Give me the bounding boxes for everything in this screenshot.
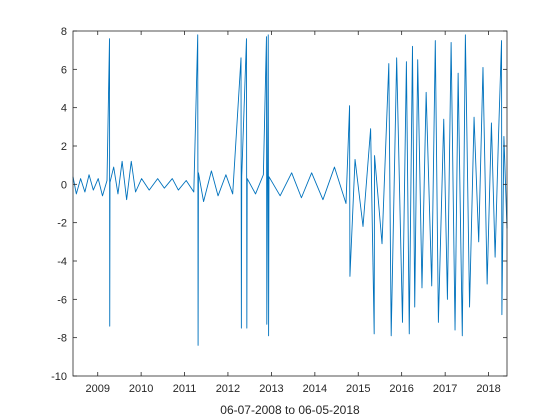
y-tick-label: 4 — [61, 103, 67, 115]
y-tick-label: 8 — [61, 26, 67, 38]
x-tick-label: 2009 — [85, 383, 109, 395]
y-tick-label: 6 — [61, 64, 67, 76]
y-tick-label: -4 — [57, 256, 67, 268]
x-tick-label: 2015 — [346, 383, 370, 395]
x-tick-label: 2011 — [173, 383, 197, 395]
y-tick-label: -8 — [57, 333, 67, 345]
x-tick-label: 2013 — [259, 383, 283, 395]
y-tick-label: 0 — [61, 179, 67, 191]
x-tick-label: 2012 — [216, 383, 240, 395]
x-tick-label: 2016 — [389, 383, 413, 395]
x-axis-label: 06-07-2008 to 06-05-2018 — [220, 403, 360, 417]
series-line — [72, 34, 508, 346]
x-tick-label: 2010 — [129, 383, 153, 395]
axes-box — [72, 30, 508, 377]
x-tick-label: 2018 — [476, 383, 500, 395]
axes-group: 8 6 4 2 0 -2 -4 -6 -8 -10 2009 2010 2011 2012 2013 2014… — [51, 26, 508, 395]
y-tick-label: -10 — [51, 371, 67, 383]
y-tick-label: 2 — [61, 141, 67, 153]
x-tick-label: 2017 — [433, 383, 457, 395]
y-tick-label: -6 — [57, 294, 67, 306]
x-tick-label: 2014 — [303, 383, 327, 395]
series-group — [72, 34, 508, 346]
y-tick-label: -2 — [57, 218, 67, 230]
